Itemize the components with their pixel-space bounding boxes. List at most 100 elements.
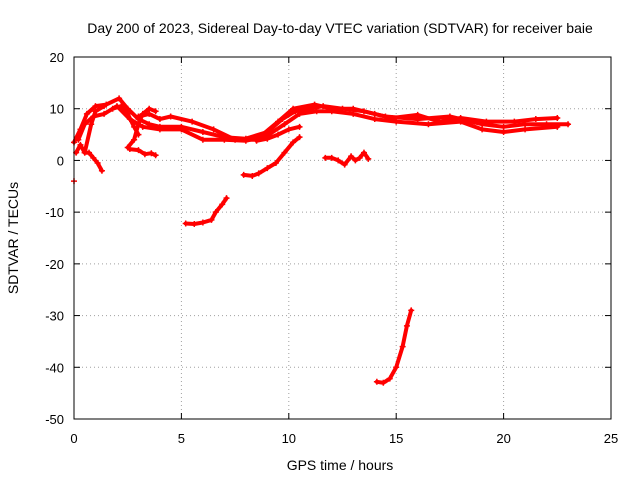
data-point [275,131,282,138]
data-point [135,121,142,128]
data-point [290,105,297,112]
data-point [208,216,215,223]
data-point [124,110,131,117]
data-point [335,157,342,164]
data-point [275,118,282,125]
data-point [178,126,185,133]
data-point [94,160,101,167]
data-point [90,154,97,161]
data-point [532,116,539,123]
x-tick-label: 5 [178,431,185,446]
data-point [148,150,155,157]
series-branch-mid-3 [109,103,142,138]
data-point [403,322,410,329]
plot-frame [73,56,612,420]
data-point [253,137,260,144]
series-main-band-c [135,101,561,143]
data-point [210,126,217,133]
data-point [281,149,288,156]
data-point [83,110,90,117]
data-point [139,123,146,130]
data-point [156,126,163,133]
data-point [290,139,297,146]
y-tick-label: -10 [45,205,64,220]
data-point [191,221,198,228]
y-tick-label: -50 [45,412,64,427]
data-point [131,136,138,143]
data-point [350,110,357,117]
data-point [341,161,348,168]
data-point [264,165,271,172]
data-point [88,121,95,128]
series-branch-left-2 [81,103,108,156]
data-point [436,118,443,125]
data-point [296,110,303,117]
data-point [322,154,329,161]
data-point [152,152,159,159]
series-line [82,104,107,155]
series-branch-mid-1 [124,105,159,151]
data-point [255,170,262,177]
data-point [232,136,239,143]
data-point [146,110,153,117]
x-tick-label: 25 [604,431,618,446]
data-point [285,126,292,133]
series-branch-left-1 [73,141,105,174]
data-point [483,118,490,125]
data-point [81,121,88,128]
data-point [189,118,196,125]
data-point [522,126,529,133]
series-arc-deep-14-16 [373,307,415,386]
data-point [141,151,148,158]
data-point [388,115,395,122]
data-point [101,103,108,110]
data-point [386,375,393,382]
data-point [182,220,189,227]
y-axis-label: SDTVAR / TECUs [5,182,21,294]
data-point [511,118,518,125]
data-point [408,307,415,314]
y-tick-label: -30 [45,309,64,324]
data-point [152,108,159,115]
y-tick-label: -20 [45,257,64,272]
data-point [554,123,561,130]
data-point [373,378,380,385]
data-point [101,110,108,117]
data-point [240,171,247,178]
data-point [399,343,406,350]
data-point [352,157,359,164]
series-arc-8-10 [240,134,303,179]
series-arc-8-9-rise [253,123,303,144]
data-point [135,131,142,138]
data-series [71,95,572,386]
data-point [281,121,288,128]
series-line [183,196,229,226]
data-point [156,116,163,123]
data-point [565,121,572,128]
data-point [116,95,123,102]
data-point [554,115,561,122]
data-point [131,123,138,130]
data-point [328,105,335,112]
data-point [77,141,84,148]
y-tick-label: 20 [50,50,64,65]
data-point [199,128,206,135]
data-point [457,115,464,122]
x-tick-label: 10 [282,431,296,446]
data-point [109,105,116,112]
x-tick-label: 20 [496,431,510,446]
data-point [371,116,378,123]
x-tick-label: 0 [70,431,77,446]
data-point [219,201,226,208]
data-point [167,113,174,120]
series-branch-mid-2 [126,146,159,159]
data-point [414,111,421,118]
data-point [479,126,486,133]
data-point [135,147,142,154]
data-point [500,123,507,130]
data-point [350,105,357,112]
data-point [92,103,99,110]
chart-title: Day 200 of 2023, Sidereal Day-to-day VTE… [87,20,593,36]
data-point [126,146,133,153]
